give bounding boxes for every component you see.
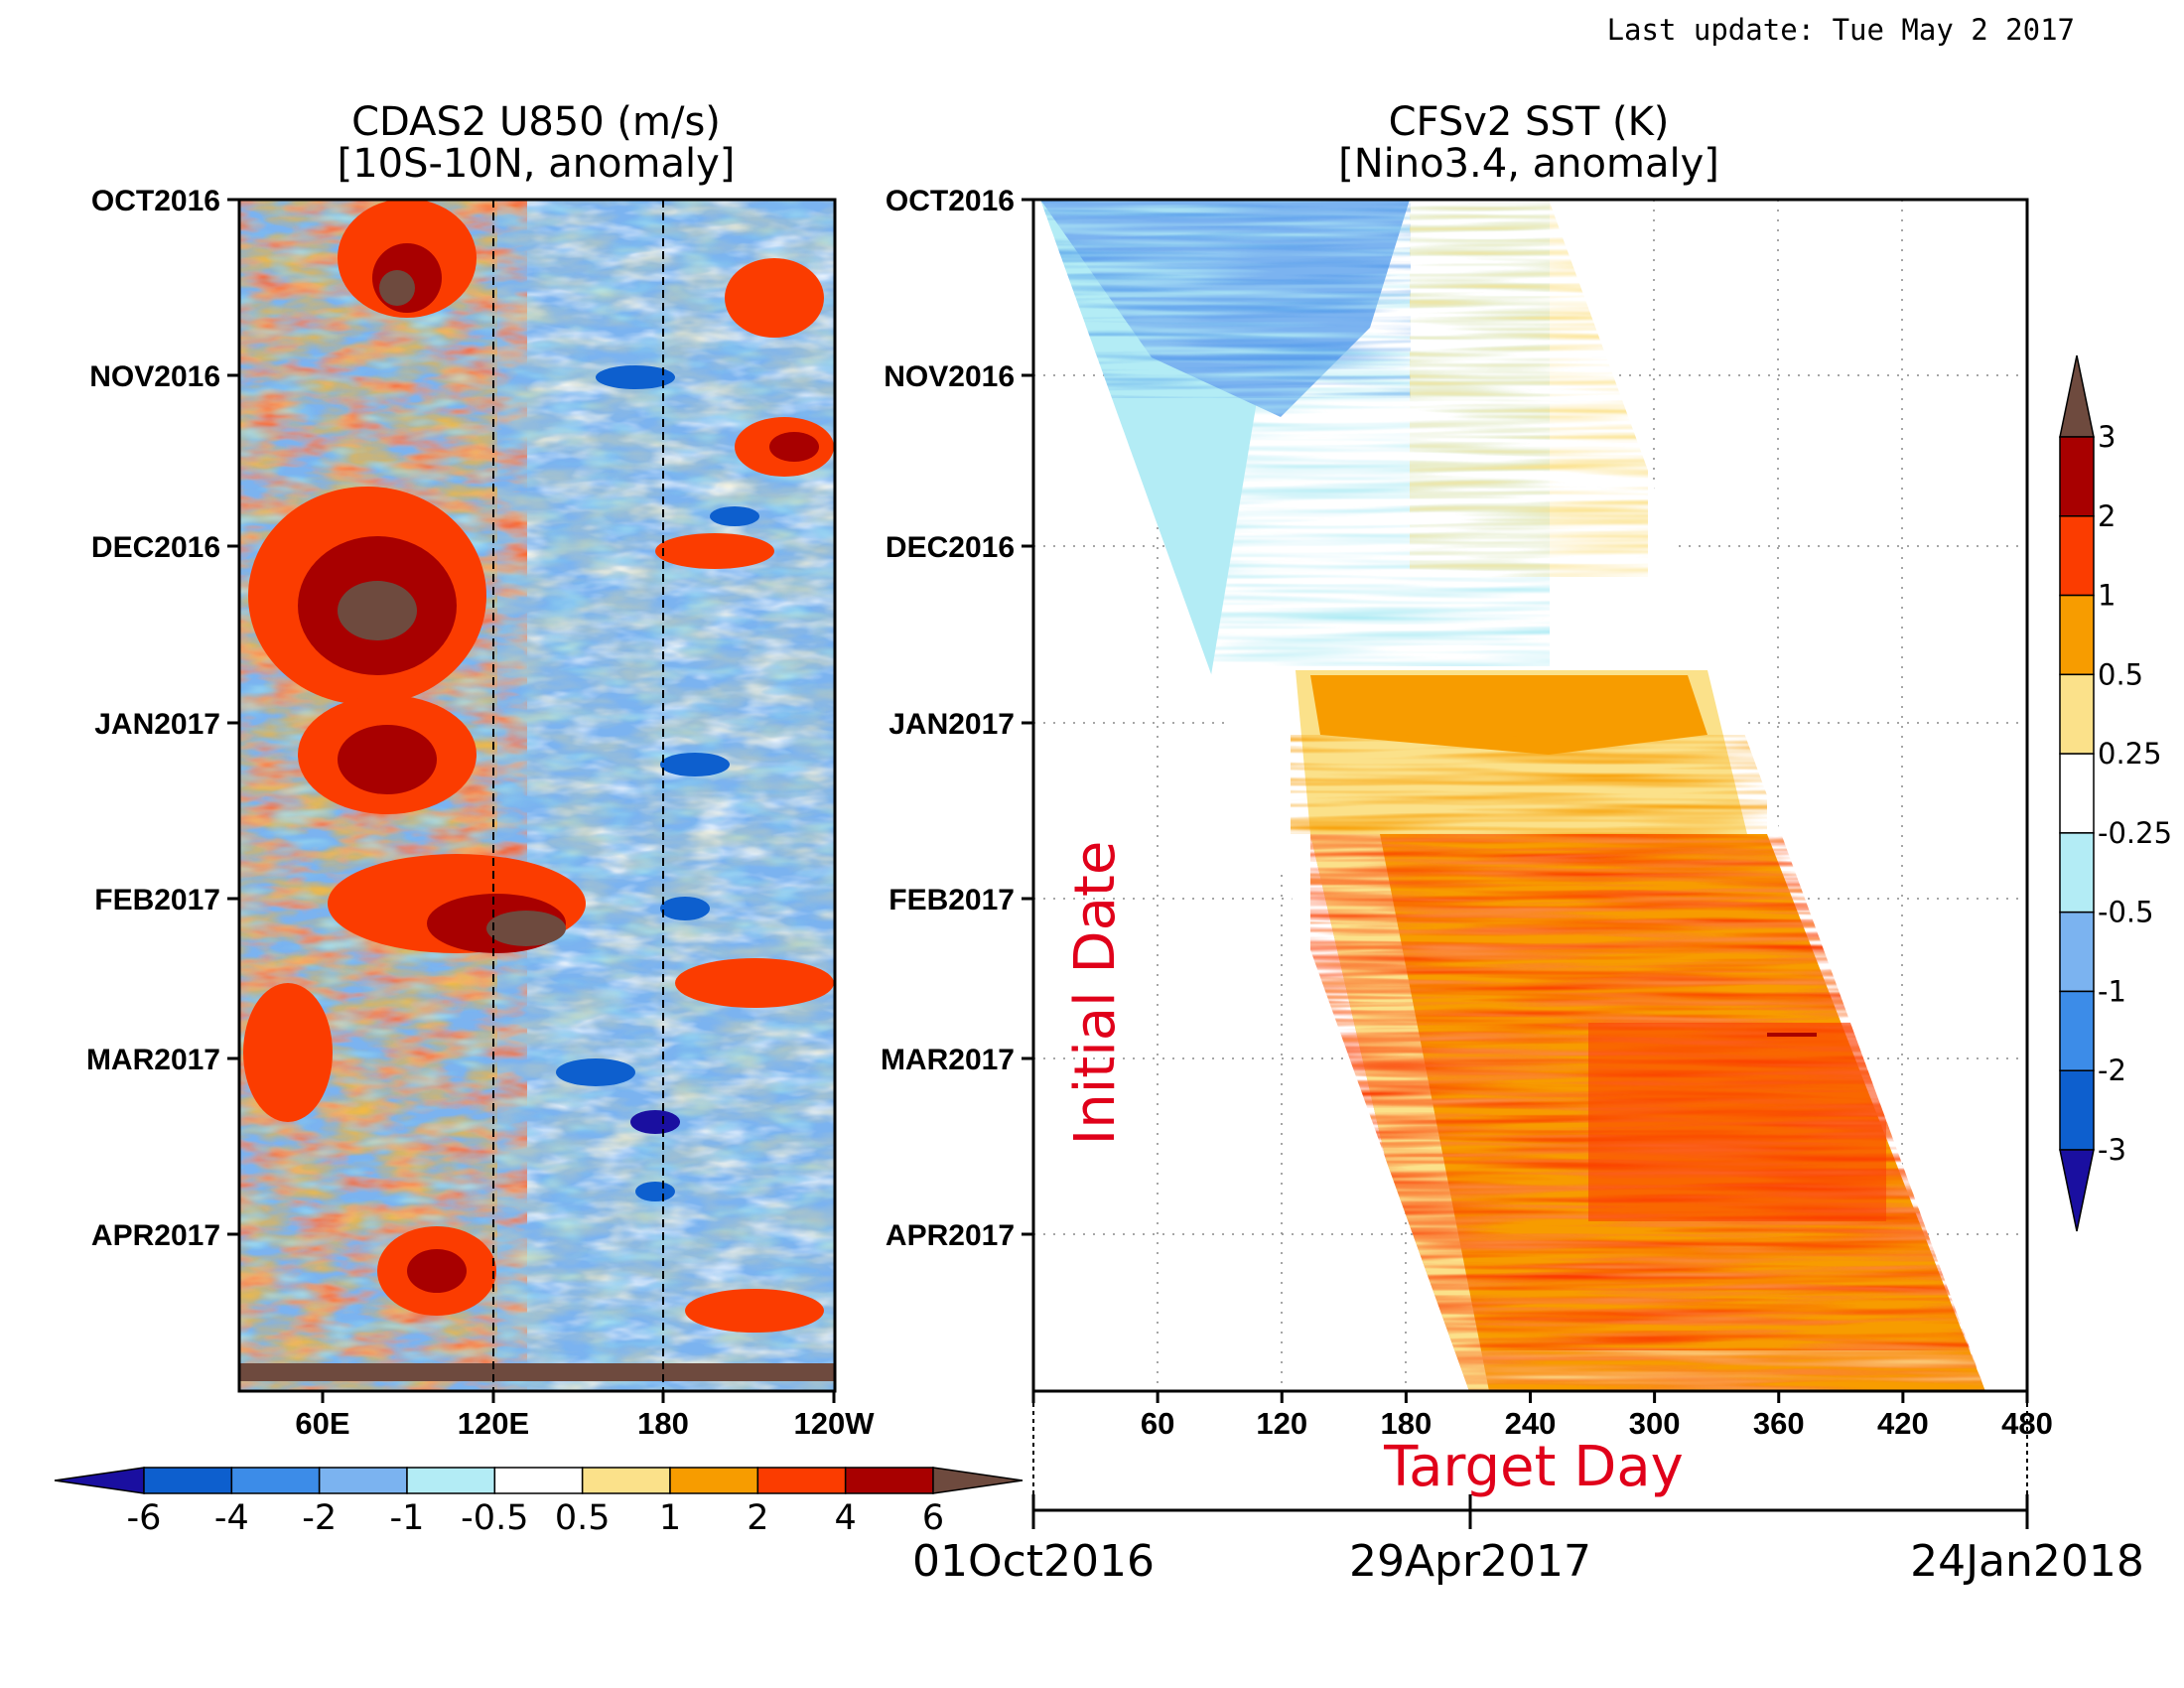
sst-heatmap xyxy=(1040,200,1985,1391)
sst-xtick-label: 300 xyxy=(1629,1406,1681,1441)
sst-colorbar-swatch xyxy=(2059,594,2095,676)
sst-y-axis: OCT2016 NOV2016 DEC2016 JAN2017 FEB2017 … xyxy=(881,185,1033,1252)
u850-colorbar-label: -1 xyxy=(390,1498,425,1538)
u850-colorbar-swatch xyxy=(756,1467,847,1494)
u850-colorbar-label: 2 xyxy=(747,1498,768,1538)
sst-colorbar-label: 2 xyxy=(2098,499,2116,533)
sst-xlabel: Target Day xyxy=(1383,1435,1684,1499)
u850-xtick-1: 120E xyxy=(458,1406,529,1441)
sst-date-axis: 01Oct2016 29Apr2017 24Jan2018 xyxy=(912,1494,2144,1587)
sst-ytick-2: DEC2016 xyxy=(886,531,1015,564)
sst-colorbar-swatch xyxy=(2059,990,2095,1071)
u850-panel: CDAS2 U850 (m/s) [10S-10N, anomaly] xyxy=(54,99,1024,1538)
u850-colorbar-swatch xyxy=(844,1467,934,1494)
sst-title-line1: CFSv2 SST (K) xyxy=(1389,99,1670,145)
u850-ytick-0: OCT2016 xyxy=(91,185,220,217)
u850-xtick-3: 120W xyxy=(794,1406,876,1441)
u850-y-axis: OCT2016 NOV2016 DEC2016 JAN2017 FEB2017 … xyxy=(86,185,239,1252)
u850-colorbar-min-arrow xyxy=(54,1467,145,1494)
date-tick-1: 29Apr2017 xyxy=(1349,1536,1591,1587)
sst-ytick-4: FEB2017 xyxy=(888,884,1015,916)
sst-colorbar-label: -2 xyxy=(2098,1054,2126,1087)
u850-ytick-1: NOV2016 xyxy=(89,360,220,393)
u850-colorbar-label: 1 xyxy=(659,1498,681,1538)
u850-ytick-2: DEC2016 xyxy=(91,531,220,564)
sst-colorbar-label: 3 xyxy=(2098,420,2116,454)
u850-colorbar-label: 6 xyxy=(922,1498,944,1538)
sst-colorbar: 3 2 1 0.5 0.25 -0.25 -0.5 -1 -2 -3 xyxy=(2059,354,2172,1232)
sst-colorbar-swatch xyxy=(2059,436,2095,517)
sst-colorbar-label: -0.5 xyxy=(2098,896,2154,929)
sst-ytick-0: OCT2016 xyxy=(886,185,1015,217)
u850-colorbar-label: -2 xyxy=(302,1498,337,1538)
u850-ytick-4: FEB2017 xyxy=(94,884,220,916)
sst-ylabel: Initial Date xyxy=(1063,841,1128,1146)
sst-ytick-3: JAN2017 xyxy=(888,708,1015,741)
sst-colorbar-label: 0.25 xyxy=(2098,737,2162,771)
u850-colorbar: -6 -4 -2 -1 -0.5 0.5 1 2 4 6 xyxy=(54,1467,1024,1538)
u850-title-line1: CDAS2 U850 (m/s) xyxy=(351,99,721,145)
sst-xtick-label: 360 xyxy=(1753,1406,1805,1441)
u850-colorbar-swatch xyxy=(406,1467,496,1494)
sst-colorbar-label: 1 xyxy=(2098,579,2116,613)
sst-x-axis: 60 120 180 240 300 360 420 480 xyxy=(1031,1391,2053,1441)
u850-title-line2: [10S-10N, anomaly] xyxy=(338,141,736,187)
sst-ytick-6: APR2017 xyxy=(886,1219,1015,1252)
u850-colorbar-swatch xyxy=(143,1467,233,1494)
u850-ytick-6: APR2017 xyxy=(91,1219,220,1252)
date-tick-0: 01Oct2016 xyxy=(912,1536,1155,1587)
last-update-text: Last update: Tue May 2 2017 xyxy=(1607,13,2075,47)
u850-colorbar-label: -4 xyxy=(214,1498,249,1538)
u850-heatmap xyxy=(239,200,835,1391)
date-tick-2: 24Jan2018 xyxy=(1910,1536,2144,1587)
sst-colorbar-swatch xyxy=(2059,753,2095,834)
sst-colorbar-max-arrow xyxy=(2059,354,2095,438)
u850-colorbar-swatch xyxy=(669,1467,759,1494)
u850-colorbar-swatch xyxy=(318,1467,408,1494)
sst-panel: CFSv2 SST (K) [Nino3.4, anomaly] xyxy=(881,99,2172,1587)
sst-colorbar-label: -1 xyxy=(2098,974,2126,1008)
u850-colorbar-swatch xyxy=(493,1467,584,1494)
u850-colorbar-label: 0.5 xyxy=(555,1498,611,1538)
u850-ytick-3: JAN2017 xyxy=(94,708,220,741)
sst-colorbar-swatch xyxy=(2059,911,2095,993)
u850-colorbar-swatch xyxy=(581,1467,671,1494)
sst-ytick-5: MAR2017 xyxy=(881,1044,1015,1076)
sst-xtick-label: 180 xyxy=(1381,1406,1433,1441)
sst-colorbar-label: -0.25 xyxy=(2098,816,2172,850)
sst-colorbar-label: 0.5 xyxy=(2098,657,2143,691)
sst-xtick-label: 60 xyxy=(1141,1406,1174,1441)
sst-ytick-1: NOV2016 xyxy=(884,360,1015,393)
u850-xtick-0: 60E xyxy=(295,1406,349,1441)
sst-title-line2: [Nino3.4, anomaly] xyxy=(1338,141,1719,187)
sst-colorbar-swatch xyxy=(2059,515,2095,597)
sst-colorbar-swatch xyxy=(2059,832,2095,914)
sst-xtick-label: 420 xyxy=(1877,1406,1929,1441)
u850-colorbar-swatch xyxy=(230,1467,321,1494)
sst-colorbar-label: -3 xyxy=(2098,1133,2126,1167)
sst-xtick-label: 120 xyxy=(1256,1406,1307,1441)
sst-colorbar-swatch xyxy=(2059,673,2095,755)
u850-colorbar-label: 4 xyxy=(835,1498,857,1538)
sst-colorbar-swatch xyxy=(2059,1069,2095,1151)
u850-colorbar-label: -0.5 xyxy=(461,1498,528,1538)
u850-xtick-2: 180 xyxy=(637,1406,689,1441)
u850-colorbar-max-arrow xyxy=(932,1467,1024,1494)
sst-xtick-label: 240 xyxy=(1505,1406,1557,1441)
u850-x-axis: 60E 120E 180 120W xyxy=(295,1391,875,1441)
sst-colorbar-min-arrow xyxy=(2059,1149,2095,1232)
u850-ytick-5: MAR2017 xyxy=(86,1044,220,1076)
u850-frame xyxy=(237,198,837,1393)
u850-colorbar-label: -6 xyxy=(127,1498,162,1538)
